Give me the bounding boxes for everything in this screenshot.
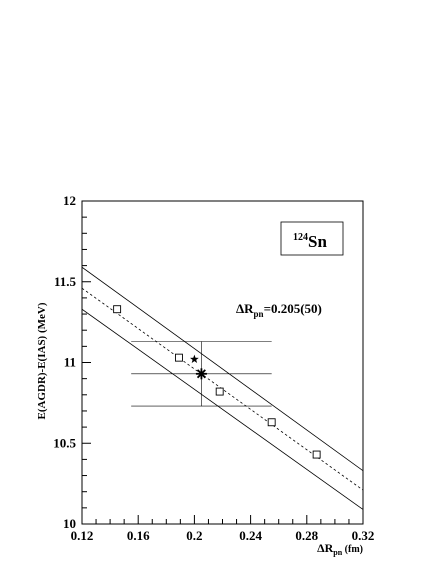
y-tick-label: 11.5 — [54, 274, 77, 289]
annotation-sub: pn — [254, 309, 264, 319]
data-points — [113, 305, 321, 459]
data-point — [267, 418, 276, 427]
x-axis-title-unit: (fm) — [342, 544, 363, 555]
y-axis-title: E(AGDR)-E(IAS) (MeV) — [36, 302, 48, 419]
x-tick-label: 0.28 — [295, 528, 318, 543]
data-point — [174, 353, 183, 362]
special-markers — [190, 354, 207, 380]
band-upper-line — [82, 266, 363, 472]
delta-r-annotation: ΔRpn=0.205(50) — [236, 301, 322, 319]
y-tick-label: 10 — [63, 516, 76, 531]
fit-curves — [82, 266, 363, 510]
x-tick-label: 0.24 — [239, 528, 262, 543]
x-axis-title-main: ΔR — [317, 541, 334, 555]
nucleus-mass: 124 — [293, 232, 308, 243]
annotation-value: =0.205(50) — [264, 301, 322, 316]
band-lower-line — [82, 308, 363, 510]
y-tick-label: 10.5 — [53, 435, 76, 450]
y-tick-label: 12 — [63, 193, 76, 208]
data-point — [312, 450, 321, 459]
data-point — [215, 387, 224, 396]
x-axis-title-sub: pn — [333, 548, 342, 557]
nucleus-symbol: Sn — [308, 232, 327, 251]
annotation-prefix: ΔR — [236, 301, 254, 316]
asterisk-stroke — [196, 369, 206, 379]
nucleus-label-box — [280, 221, 344, 256]
y-tick-label: 11 — [64, 355, 76, 370]
x-tick-label: 0.2 — [186, 528, 202, 543]
x-tick-label: 0.12 — [71, 528, 94, 543]
x-tick-label: 0.16 — [127, 528, 150, 543]
result-asterisk-marker — [195, 368, 207, 380]
x-tick-label: 0.32 — [352, 528, 375, 543]
axis-ticks: 0.12 0.16 0.2 0.24 0.28 0.32 10 10.5 11 11.5 12 — [53, 193, 374, 543]
star-marker — [190, 354, 199, 363]
data-point — [113, 305, 122, 314]
x-axis-title: ΔRpn (fm) — [317, 541, 363, 557]
nucleus-label: 124Sn — [293, 232, 327, 251]
